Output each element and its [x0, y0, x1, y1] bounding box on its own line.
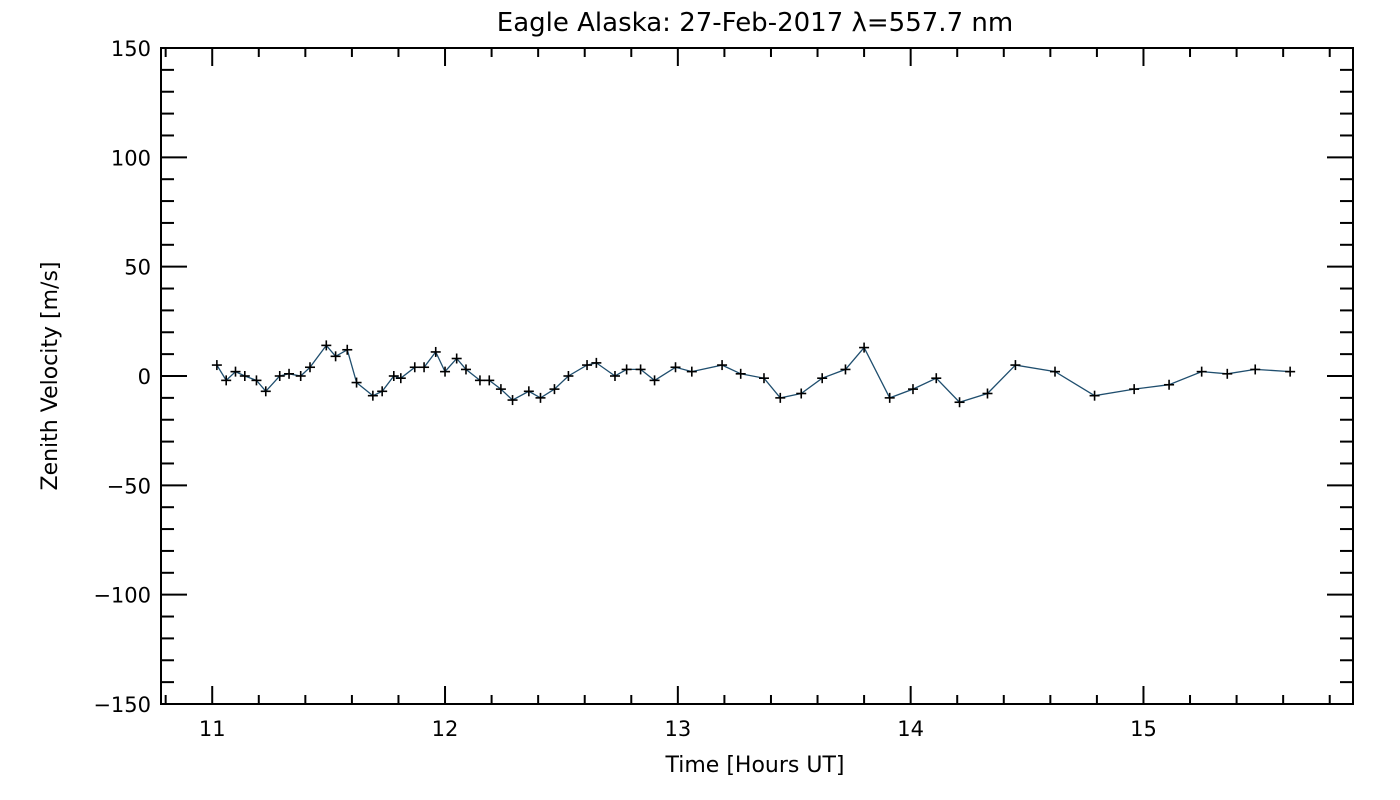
major-ticks [161, 47, 1353, 705]
data-point [1285, 366, 1296, 377]
data-point [591, 357, 602, 368]
data-point [649, 375, 660, 386]
data-point [1222, 368, 1233, 379]
y-tick-label: 150 [111, 37, 151, 61]
x-tick-labels: 11 12 13 14 15 [199, 717, 1157, 741]
data-point [230, 366, 241, 377]
data-point [796, 388, 807, 399]
y-tick-labels: −150 −100 −50 0 50 100 150 [93, 37, 151, 717]
data-point [367, 390, 378, 401]
x-tick-label: 13 [664, 717, 691, 741]
data-point [451, 353, 462, 364]
data-point [982, 388, 993, 399]
data-point [321, 340, 332, 351]
y-tick-label: −50 [107, 474, 151, 498]
series-group [211, 340, 1296, 408]
data-point [670, 362, 681, 373]
data-point [884, 392, 895, 403]
data-point [251, 375, 262, 386]
data-point [211, 360, 222, 371]
data-point [775, 392, 786, 403]
data-point [1010, 360, 1021, 371]
data-point [609, 371, 620, 381]
data-point [342, 344, 353, 355]
data-point [523, 386, 534, 397]
data-point [507, 395, 518, 406]
data-point [635, 364, 646, 375]
data-point [1089, 390, 1100, 401]
data-point [582, 360, 593, 371]
data-point [549, 384, 560, 395]
plot-frame [160, 47, 1354, 705]
data-point [907, 384, 918, 395]
data-point [817, 373, 828, 384]
y-tick-label: −150 [93, 693, 151, 717]
data-point [621, 364, 632, 375]
data-point [284, 368, 295, 379]
data-point [351, 377, 362, 388]
data-point [430, 346, 441, 357]
data-point [460, 364, 471, 375]
data-point [1250, 364, 1261, 375]
data-point [735, 368, 746, 379]
data-point [239, 371, 250, 381]
data-point [330, 351, 341, 362]
data-point [474, 375, 485, 386]
data-point [440, 366, 451, 377]
data-point [954, 397, 965, 408]
data-point [260, 386, 271, 397]
data-point [563, 371, 574, 381]
x-tick-label: 14 [897, 717, 924, 741]
data-point [495, 384, 506, 395]
data-point [859, 342, 870, 353]
data-point [305, 362, 315, 373]
y-tick-label: 50 [124, 256, 151, 280]
data-point [409, 362, 420, 373]
data-point [535, 392, 546, 403]
data-point [1050, 366, 1060, 377]
data-point [1129, 384, 1140, 395]
minor-ticks [161, 48, 1353, 704]
data-point [686, 366, 697, 377]
y-tick-label: 0 [138, 365, 151, 389]
data-point [221, 375, 232, 386]
data-point [1164, 379, 1175, 390]
data-point [295, 371, 306, 381]
x-tick-label: 11 [199, 717, 226, 741]
data-point [840, 364, 851, 375]
data-point [1196, 366, 1207, 377]
data-point [931, 373, 942, 384]
data-point [274, 371, 285, 381]
y-axis-label: Zenith Velocity [m/s] [38, 262, 63, 491]
data-point [717, 360, 728, 371]
data-point [419, 362, 430, 373]
x-tick-label: 15 [1130, 717, 1157, 741]
chart-title: Eagle Alaska: 27-Feb-2017 λ=557.7 nm [497, 8, 1013, 38]
y-tick-label: −100 [93, 584, 151, 608]
y-tick-label: 100 [111, 146, 151, 170]
x-axis-label: Time [Hours UT] [665, 753, 845, 778]
x-tick-label: 12 [432, 717, 459, 741]
data-point [758, 373, 769, 384]
data-point [377, 386, 388, 397]
series-line [216, 344, 1291, 403]
data-point [388, 371, 399, 381]
data-point [484, 375, 495, 386]
data-point [395, 373, 406, 384]
